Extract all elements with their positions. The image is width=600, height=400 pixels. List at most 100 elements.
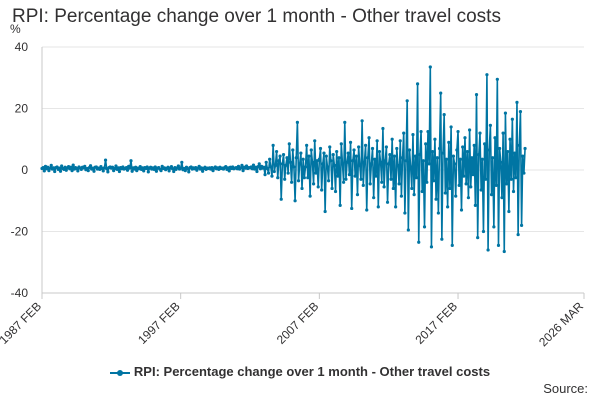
data-point[interactable]: [325, 165, 330, 169]
data-point[interactable]: [329, 159, 333, 163]
data-point[interactable]: [159, 169, 163, 173]
data-point[interactable]: [83, 164, 87, 168]
data-point[interactable]: [270, 174, 274, 178]
data-point[interactable]: [320, 188, 324, 192]
data-point[interactable]: [390, 137, 394, 141]
data-point[interactable]: [350, 206, 354, 211]
data-point[interactable]: [266, 171, 271, 175]
data-point[interactable]: [268, 157, 272, 161]
data-point[interactable]: [474, 93, 479, 97]
data-point[interactable]: [427, 162, 431, 166]
data-point[interactable]: [311, 182, 316, 186]
data-point[interactable]: [284, 163, 288, 167]
data-point[interactable]: [398, 139, 402, 143]
data-point[interactable]: [391, 186, 395, 191]
data-point[interactable]: [381, 126, 385, 131]
data-point[interactable]: [187, 170, 191, 174]
data-point[interactable]: [316, 185, 320, 189]
data-point[interactable]: [447, 140, 451, 144]
data-point[interactable]: [383, 159, 387, 163]
data-point[interactable]: [420, 189, 424, 194]
data-point[interactable]: [396, 163, 400, 167]
data-point[interactable]: [503, 111, 508, 115]
data-point[interactable]: [508, 137, 512, 141]
data-point[interactable]: [489, 193, 494, 197]
data-point[interactable]: [498, 146, 502, 151]
data-point[interactable]: [428, 65, 432, 69]
data-point[interactable]: [370, 146, 375, 151]
data-point[interactable]: [298, 162, 302, 166]
data-point[interactable]: [281, 153, 286, 157]
data-point[interactable]: [476, 236, 480, 240]
data-point[interactable]: [375, 139, 379, 143]
data-point[interactable]: [60, 164, 64, 168]
data-point[interactable]: [400, 156, 405, 160]
data-point[interactable]: [101, 169, 105, 173]
data-point[interactable]: [292, 165, 296, 169]
data-point[interactable]: [53, 169, 57, 174]
data-point[interactable]: [389, 177, 393, 181]
data-point[interactable]: [413, 154, 417, 158]
data-point[interactable]: [236, 164, 241, 168]
data-point[interactable]: [415, 82, 420, 86]
data-point[interactable]: [394, 205, 398, 209]
data-point[interactable]: [358, 163, 362, 167]
data-point[interactable]: [409, 165, 413, 169]
data-point[interactable]: [359, 177, 363, 181]
data-point[interactable]: [58, 169, 63, 173]
data-point[interactable]: [323, 209, 327, 214]
data-point[interactable]: [377, 149, 382, 154]
data-point[interactable]: [466, 196, 471, 200]
data-point[interactable]: [450, 243, 454, 247]
data-point[interactable]: [352, 148, 356, 152]
data-point[interactable]: [470, 156, 474, 160]
data-point[interactable]: [455, 148, 459, 152]
data-point[interactable]: [419, 129, 423, 134]
data-point[interactable]: [496, 243, 501, 247]
data-point[interactable]: [315, 159, 319, 163]
data-point[interactable]: [491, 156, 495, 160]
data-point[interactable]: [332, 163, 336, 167]
data-point[interactable]: [76, 169, 80, 173]
data-point[interactable]: [472, 143, 476, 147]
data-point[interactable]: [310, 160, 315, 164]
data-point[interactable]: [387, 162, 391, 166]
data-point[interactable]: [303, 165, 308, 169]
data-point[interactable]: [469, 185, 473, 189]
data-point[interactable]: [353, 174, 357, 178]
data-point[interactable]: [510, 117, 514, 121]
data-point[interactable]: [442, 113, 446, 117]
data-point[interactable]: [344, 177, 348, 181]
data-point[interactable]: [506, 149, 510, 154]
data-point[interactable]: [522, 171, 526, 175]
data-point[interactable]: [327, 179, 331, 183]
data-point[interactable]: [385, 200, 390, 204]
data-point[interactable]: [480, 157, 484, 161]
data-point[interactable]: [465, 149, 469, 154]
data-point[interactable]: [347, 173, 351, 177]
data-point[interactable]: [256, 165, 260, 169]
data-point[interactable]: [314, 171, 318, 175]
data-point[interactable]: [457, 183, 461, 187]
data-point[interactable]: [49, 163, 53, 167]
data-point[interactable]: [373, 157, 377, 161]
data-point[interactable]: [227, 169, 231, 173]
data-point[interactable]: [437, 146, 442, 151]
data-point[interactable]: [499, 160, 503, 164]
data-point[interactable]: [451, 154, 456, 158]
data-point[interactable]: [439, 91, 443, 95]
data-point[interactable]: [399, 194, 404, 198]
data-point[interactable]: [407, 148, 412, 152]
data-point[interactable]: [324, 154, 328, 158]
data-point[interactable]: [277, 159, 281, 163]
data-point[interactable]: [417, 240, 421, 244]
data-point[interactable]: [397, 182, 401, 186]
data-point[interactable]: [502, 249, 506, 254]
data-point[interactable]: [494, 183, 498, 187]
data-point[interactable]: [435, 156, 439, 160]
data-point[interactable]: [443, 191, 447, 195]
data-point[interactable]: [106, 170, 110, 174]
data-point[interactable]: [355, 193, 360, 197]
data-point[interactable]: [71, 163, 75, 167]
data-point[interactable]: [425, 180, 429, 184]
